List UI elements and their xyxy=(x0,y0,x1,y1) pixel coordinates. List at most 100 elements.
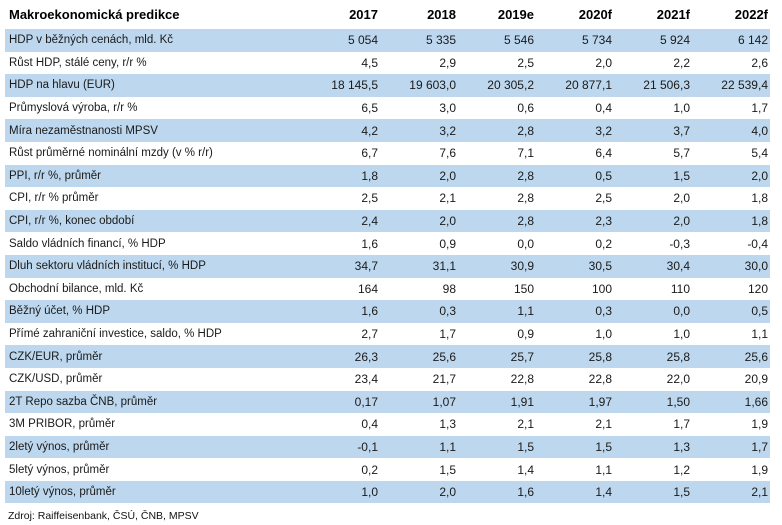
value-cell: 100 xyxy=(591,281,612,296)
table-row: CPI, r/r %, konec období 2,4 2,0 2,8 2,3 2,0 1… xyxy=(5,209,770,233)
value-cell: 1,5 xyxy=(517,439,534,454)
value-cell: 0,4 xyxy=(361,417,378,432)
table-row: 2letý výnos, průměr -0,1 1,1 1,5 1,5 1,3 1,7 xyxy=(5,435,770,459)
value-cell: 1,5 xyxy=(673,168,690,183)
row-label: 2T Repo sazba ČNB, průměr xyxy=(9,395,158,408)
value-cell: 1,66 xyxy=(744,394,768,409)
value-cell: 0,9 xyxy=(517,327,534,342)
value-cell: 1,97 xyxy=(588,394,612,409)
source-note: Zdroj: Raiffeisenbank, ČSÚ, ČNB, MPSV xyxy=(8,510,199,523)
row-label: CPI, r/r % průměr xyxy=(9,192,99,205)
value-cell: 1,8 xyxy=(361,168,378,183)
row-label: Obchodní bilance, mld. Kč xyxy=(9,282,144,295)
value-cell: 6 142 xyxy=(737,33,768,48)
row-label: 3M PRIBOR, průměr xyxy=(9,418,116,431)
value-cell: 7,6 xyxy=(439,146,456,161)
value-cell: 25,7 xyxy=(510,349,534,364)
value-cell: 1,0 xyxy=(361,485,378,500)
value-cell: 2,8 xyxy=(517,191,534,206)
value-cell: 2,3 xyxy=(595,214,612,229)
row-label: Růst HDP, stálé ceny, r/r % xyxy=(9,56,147,69)
value-cell: 1,4 xyxy=(517,462,534,477)
row-label: CZK/EUR, průměr xyxy=(9,350,103,363)
value-cell: 2,5 xyxy=(517,55,534,70)
value-cell: 2,8 xyxy=(517,168,534,183)
table-row: Běžný účet, % HDP 1,6 0,3 1,1 0,3 0,0 0,5 xyxy=(5,300,770,323)
value-cell: 22,0 xyxy=(666,372,690,387)
value-cell: 1,0 xyxy=(595,327,612,342)
value-cell: 30,5 xyxy=(588,259,612,274)
value-cell: 1,3 xyxy=(439,417,456,432)
table-header-row: Makroekonomická predikce 2017 2018 2019e 20… xyxy=(5,2,770,29)
value-cell: 22,8 xyxy=(510,372,534,387)
value-cell: 0,2 xyxy=(595,236,612,251)
table-row: 5letý výnos, průměr 0,2 1,5 1,4 1,1 1,2 1,9 xyxy=(5,458,770,481)
table-row: 2T Repo sazba ČNB, průměr 0,17 1,07 1,91 1,9… xyxy=(5,390,770,414)
value-cell: 0,5 xyxy=(595,168,612,183)
value-cell: 1,7 xyxy=(751,439,768,454)
row-label: Růst průměrné nominální mzdy (v % r/r) xyxy=(9,147,213,160)
value-cell: 2,5 xyxy=(361,191,378,206)
value-cell: 2,1 xyxy=(751,485,768,500)
value-cell: 20,9 xyxy=(744,372,768,387)
value-cell: 2,0 xyxy=(439,168,456,183)
value-cell: 5,4 xyxy=(751,146,768,161)
value-cell: 1,5 xyxy=(439,462,456,477)
table-row: Přímé zahraniční investice, saldo, % HDP… xyxy=(5,323,770,346)
value-cell: 1,07 xyxy=(432,394,456,409)
value-cell: 0,9 xyxy=(439,236,456,251)
value-cell: 2,4 xyxy=(361,214,378,229)
column-header-2021f: 2021f xyxy=(656,7,690,22)
value-cell: 26,3 xyxy=(354,349,378,364)
value-cell: 2,2 xyxy=(673,55,690,70)
value-cell: 120 xyxy=(747,281,768,296)
table-row: 10letý výnos, průměr 1,0 2,0 1,6 1,4 1,5 2,1 xyxy=(5,480,770,504)
row-label: HDP v běžných cenách, mld. Kč xyxy=(9,34,174,47)
table-row: 3M PRIBOR, průměr 0,4 1,3 2,1 2,1 1,7 1,9 xyxy=(5,413,770,436)
value-cell: 2,0 xyxy=(673,214,690,229)
value-cell: 0,0 xyxy=(517,236,534,251)
value-cell: 2,0 xyxy=(439,214,456,229)
column-header-2018: 2018 xyxy=(427,7,456,22)
table-row: PPI, r/r %, průměr 1,8 2,0 2,8 0,5 1,5 2,0 xyxy=(5,164,770,188)
value-cell: 5,7 xyxy=(673,146,690,161)
value-cell: 0,17 xyxy=(354,394,378,409)
value-cell: 5 924 xyxy=(659,33,690,48)
value-cell: 1,4 xyxy=(595,485,612,500)
value-cell: 150 xyxy=(513,281,534,296)
value-cell: 20 305,2 xyxy=(487,78,534,93)
column-header-2020f: 2020f xyxy=(578,7,612,22)
value-cell: 2,0 xyxy=(673,191,690,206)
value-cell: 1,5 xyxy=(673,485,690,500)
value-cell: 98 xyxy=(442,281,456,296)
value-cell: 25,8 xyxy=(588,349,612,364)
table-row: Dluh sektoru vládních institucí, % HDP 34… xyxy=(5,254,770,278)
row-label: Dluh sektoru vládních institucí, % HDP xyxy=(9,260,206,273)
value-cell: 0,3 xyxy=(439,304,456,319)
table-row: Růst HDP, stálé ceny, r/r % 4,5 2,9 2,5 2,0 2… xyxy=(5,52,770,75)
value-cell: 31,1 xyxy=(432,259,456,274)
value-cell: 164 xyxy=(357,281,378,296)
value-cell: 1,8 xyxy=(751,191,768,206)
macro-prediction-table: Makroekonomická predikce 2017 2018 2019e 20… xyxy=(5,2,770,504)
row-label: 2letý výnos, průměr xyxy=(9,440,110,453)
value-cell: 0,2 xyxy=(361,462,378,477)
value-cell: 0,0 xyxy=(673,304,690,319)
table-row: Obchodní bilance, mld. Kč 164 98 150 100 110 1… xyxy=(5,278,770,301)
row-label: Míra nezaměstnanosti MPSV xyxy=(9,124,158,137)
value-cell: 2,5 xyxy=(595,191,612,206)
value-cell: 1,9 xyxy=(751,462,768,477)
row-label: HDP na hlavu (EUR) xyxy=(9,79,115,92)
value-cell: 25,6 xyxy=(432,349,456,364)
value-cell: 1,3 xyxy=(673,439,690,454)
table-row: HDP na hlavu (EUR) 18 145,5 19 603,0 20 305… xyxy=(5,74,770,97)
value-cell: 22,8 xyxy=(588,372,612,387)
table-row: Průmyslová výroba, r/r % 6,5 3,0 0,6 0,4 1,0 1… xyxy=(5,97,770,120)
row-label: CZK/USD, průměr xyxy=(9,373,103,386)
row-label: Saldo vládních financí, % HDP xyxy=(9,237,166,250)
value-cell: 21 506,3 xyxy=(643,78,690,93)
row-label: PPI, r/r %, průměr xyxy=(9,169,102,182)
value-cell: 19 603,0 xyxy=(409,78,456,93)
value-cell: 1,1 xyxy=(439,439,456,454)
